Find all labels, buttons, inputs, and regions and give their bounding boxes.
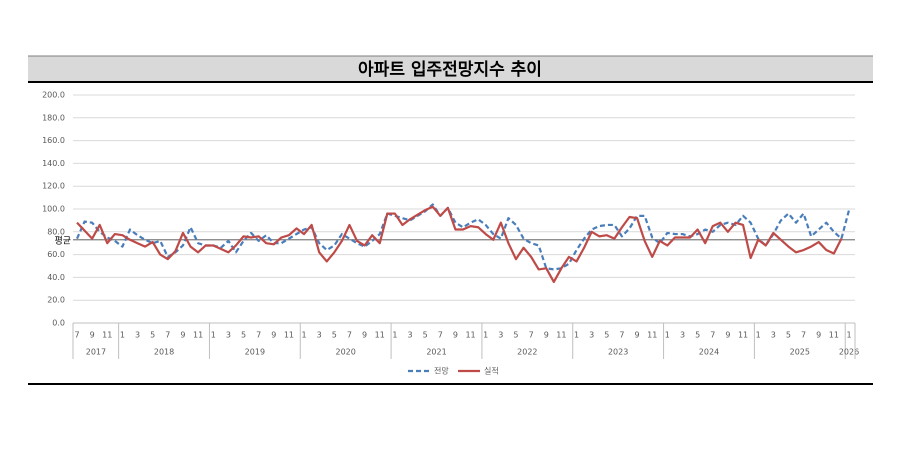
- x-tick-label: 9: [362, 331, 367, 340]
- x-tick-label: 9: [725, 331, 730, 340]
- x-tick-label: 11: [829, 331, 839, 340]
- x-tick-label: 7: [165, 331, 170, 340]
- legend-label: 실적: [484, 366, 499, 376]
- x-tick-label: 1: [846, 331, 851, 340]
- y-tick-label: 60.0: [47, 250, 65, 259]
- year-label: 2020: [336, 348, 356, 357]
- x-tick-label: 7: [256, 331, 261, 340]
- year-label: 2025: [790, 348, 810, 357]
- x-tick-label: 7: [710, 331, 715, 340]
- x-tick-label: 3: [771, 331, 776, 340]
- x-tick-label: 3: [135, 331, 140, 340]
- x-tick-label: 1: [574, 331, 579, 340]
- y-tick-label: 160.0: [42, 136, 65, 145]
- series-line: [75, 203, 851, 271]
- x-tick-label: 9: [816, 331, 821, 340]
- year-label: 2021: [426, 348, 446, 357]
- x-tick-label: 5: [241, 331, 246, 340]
- y-tick-label: 200.0: [42, 91, 65, 100]
- x-tick-label: 3: [226, 331, 231, 340]
- legend-label: 전망: [434, 366, 449, 376]
- x-tick-label: 9: [90, 331, 95, 340]
- x-tick-label: 3: [407, 331, 412, 340]
- x-tick-label: 1: [483, 331, 488, 340]
- x-tick-label: 5: [513, 331, 518, 340]
- x-tick-label: 9: [271, 331, 276, 340]
- x-tick-label: 3: [680, 331, 685, 340]
- x-tick-label: 9: [180, 331, 185, 340]
- x-tick-label: 5: [604, 331, 609, 340]
- x-tick-label: 5: [695, 331, 700, 340]
- x-tick-label: 7: [347, 331, 352, 340]
- x-tick-label: 5: [332, 331, 337, 340]
- x-tick-label: 7: [74, 331, 79, 340]
- y-tick-label: 140.0: [42, 159, 65, 168]
- x-tick-label: 9: [635, 331, 640, 340]
- x-tick-label: 1: [756, 331, 761, 340]
- x-tick-label: 11: [284, 331, 294, 340]
- x-tick-label: 11: [738, 331, 748, 340]
- x-tick-label: 7: [529, 331, 534, 340]
- x-tick-label: 1: [302, 331, 307, 340]
- year-label: 2023: [608, 348, 628, 357]
- x-tick-label: 9: [544, 331, 549, 340]
- x-tick-label: 7: [801, 331, 806, 340]
- x-tick-label: 3: [498, 331, 503, 340]
- y-tick-label: 180.0: [42, 113, 65, 122]
- x-tick-label: 11: [556, 331, 566, 340]
- y-tick-label: 40.0: [47, 273, 65, 282]
- x-tick-label: 1: [392, 331, 397, 340]
- y-tick-label: 100.0: [42, 205, 65, 214]
- average-label: 평균: [54, 235, 71, 246]
- year-label: 2018: [154, 348, 174, 357]
- x-tick-label: 11: [193, 331, 203, 340]
- y-tick-label: 120.0: [42, 182, 65, 191]
- x-tick-label: 5: [150, 331, 155, 340]
- chart-title: 아파트 입주전망지수 추이: [358, 60, 542, 80]
- x-tick-label: 11: [375, 331, 385, 340]
- year-label: 2024: [699, 348, 719, 357]
- year-label: 2019: [245, 348, 265, 357]
- x-tick-label: 1: [120, 331, 125, 340]
- x-tick-label: 3: [317, 331, 322, 340]
- x-tick-label: 5: [786, 331, 791, 340]
- x-tick-label: 11: [647, 331, 657, 340]
- title-bar: [28, 56, 873, 82]
- year-label: 2017: [86, 348, 106, 357]
- x-tick-label: 3: [589, 331, 594, 340]
- year-label: 2022: [517, 348, 537, 357]
- year-label: 2026: [839, 348, 859, 357]
- x-tick-label: 11: [465, 331, 475, 340]
- x-tick-label: 9: [453, 331, 458, 340]
- x-tick-label: 1: [665, 331, 670, 340]
- x-tick-label: 5: [423, 331, 428, 340]
- y-tick-label: 20.0: [47, 296, 65, 305]
- x-tick-label: 7: [438, 331, 443, 340]
- series-line: [76, 205, 843, 284]
- x-tick-label: 1: [211, 331, 216, 340]
- y-tick-label: 0.0: [52, 319, 65, 328]
- x-tick-label: 7: [619, 331, 624, 340]
- x-tick-label: 11: [102, 331, 112, 340]
- y-tick-label: 80.0: [47, 227, 65, 236]
